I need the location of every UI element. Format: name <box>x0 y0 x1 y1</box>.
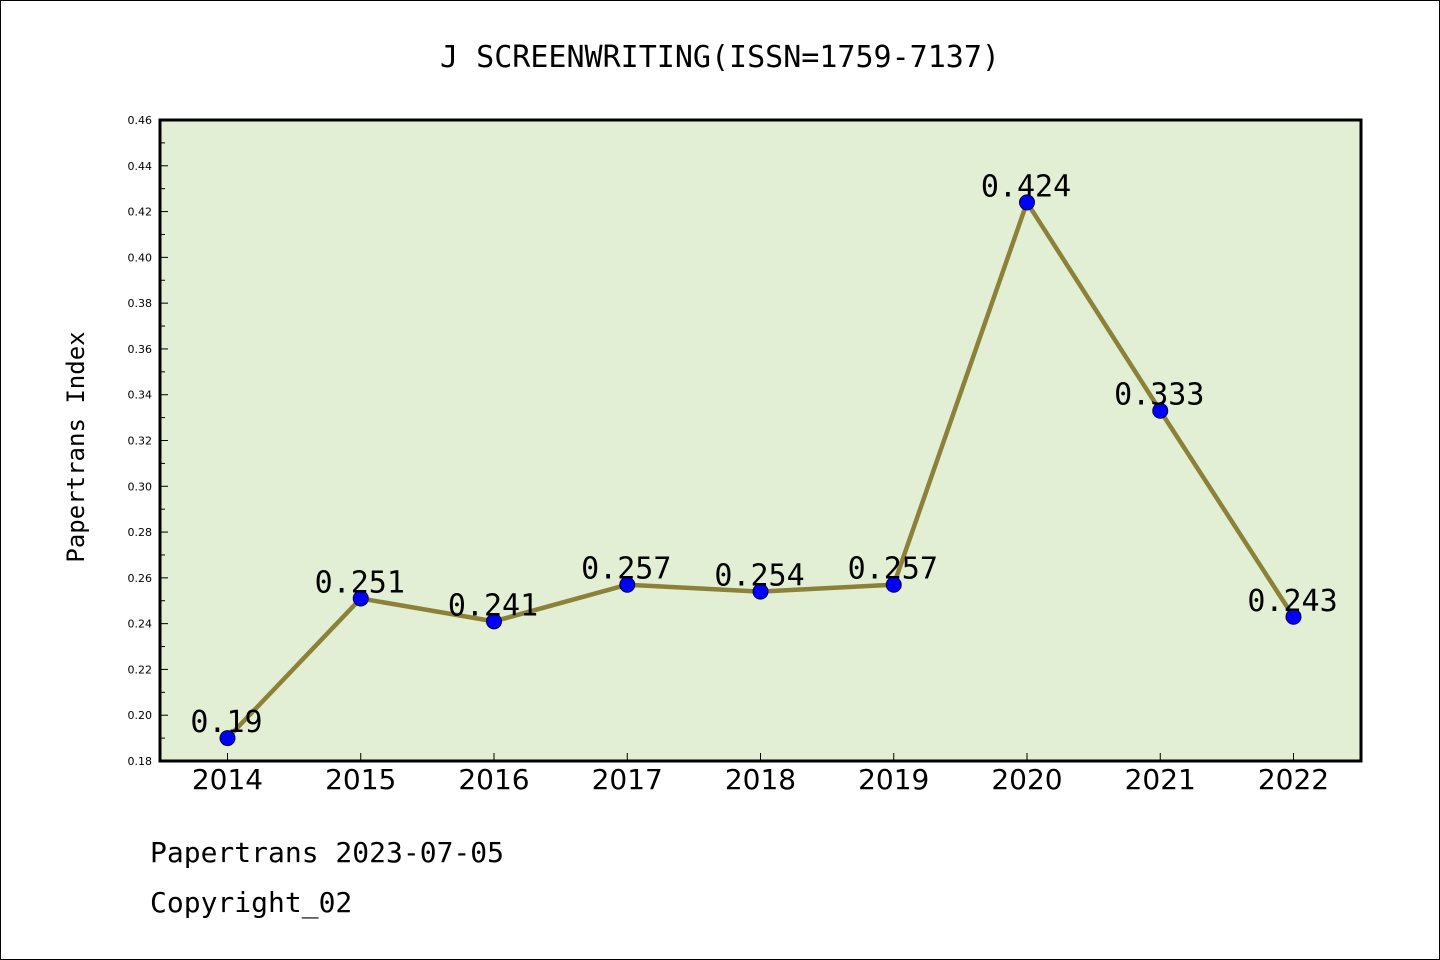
y-tick-label: 0.36 <box>128 343 153 356</box>
footer-date: Papertrans 2023-07-05 <box>150 836 505 869</box>
data-point <box>619 576 636 593</box>
y-axis: 0.18 0.20 0.22 0.24 0.26 0.28 0.30 0.32 0.34 0.36… <box>128 114 168 768</box>
y-tick-label: 0.42 <box>128 206 153 219</box>
x-tick-label: 2018 <box>725 763 796 796</box>
data-point <box>352 590 369 607</box>
data-labels: 0.19 0.251 0.241 0.257 0.254 0.257 0.424 0.333 0… <box>190 169 1337 740</box>
x-axis: 2014 2015 2016 2017 2018 2019 2020 2021 2022 <box>192 753 1329 796</box>
series-group <box>219 194 1302 747</box>
x-tick-label: 2014 <box>192 763 263 796</box>
data-point <box>885 576 902 593</box>
plot-area <box>158 118 1363 763</box>
x-tick-label: 2020 <box>991 763 1062 796</box>
y-tick-label: 0.30 <box>128 480 153 493</box>
y-tick-label: 0.24 <box>128 618 153 631</box>
y-tick-label: 0.28 <box>128 526 153 539</box>
y-tick-label: 0.34 <box>128 389 153 402</box>
footer-copyright: Copyright_02 <box>150 886 353 919</box>
data-label: 0.243 <box>1247 584 1337 619</box>
data-point <box>1285 608 1302 625</box>
data-label: 0.333 <box>1114 378 1204 413</box>
data-label: 0.241 <box>448 588 538 623</box>
data-label: 0.257 <box>581 552 671 587</box>
y-tick-label: 0.32 <box>128 435 153 448</box>
y-tick-label: 0.46 <box>128 114 153 127</box>
chart-title: J SCREENWRITING(ISSN=1759-7137) <box>440 40 1000 75</box>
data-label: 0.424 <box>981 169 1071 204</box>
data-point <box>486 613 502 630</box>
data-point <box>1019 194 1035 211</box>
data-point <box>1152 402 1169 419</box>
x-tick-label: 2015 <box>325 763 396 796</box>
y-tick-label: 0.18 <box>128 755 153 768</box>
data-label: 0.251 <box>315 565 405 600</box>
x-tick-label: 2016 <box>458 763 529 796</box>
data-point <box>219 730 236 747</box>
data-point <box>752 583 769 600</box>
y-tick-label: 0.20 <box>128 709 153 722</box>
x-tick-label: 2019 <box>858 763 929 796</box>
x-tick-label: 2021 <box>1125 763 1196 796</box>
data-label: 0.19 <box>190 705 262 740</box>
x-tick-label: 2022 <box>1258 763 1329 796</box>
y-tick-label: 0.38 <box>128 297 153 310</box>
y-tick-label: 0.40 <box>128 251 153 264</box>
y-tick-label: 0.22 <box>128 663 153 676</box>
x-tick-label: 2017 <box>592 763 663 796</box>
y-axis-label: Papertrans Index <box>62 331 90 562</box>
data-label: 0.257 <box>848 552 938 587</box>
y-tick-label: 0.26 <box>128 572 153 585</box>
data-label: 0.254 <box>714 559 804 594</box>
y-tick-label: 0.44 <box>128 160 153 173</box>
